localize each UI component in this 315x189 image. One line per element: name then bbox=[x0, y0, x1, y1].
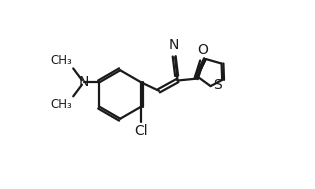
Text: N: N bbox=[169, 38, 179, 52]
Text: S: S bbox=[213, 78, 221, 92]
Text: O: O bbox=[197, 43, 208, 57]
Text: CH₃: CH₃ bbox=[50, 54, 72, 67]
Text: Cl: Cl bbox=[135, 124, 148, 138]
Text: CH₃: CH₃ bbox=[50, 98, 72, 111]
Text: N: N bbox=[78, 75, 89, 89]
